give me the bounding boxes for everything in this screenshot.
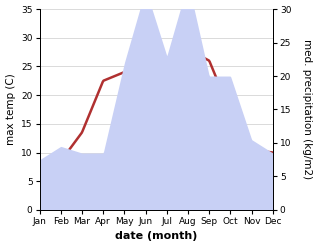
X-axis label: date (month): date (month) [115,231,197,242]
Y-axis label: max temp (C): max temp (C) [5,74,16,145]
Y-axis label: med. precipitation (kg/m2): med. precipitation (kg/m2) [302,40,313,180]
